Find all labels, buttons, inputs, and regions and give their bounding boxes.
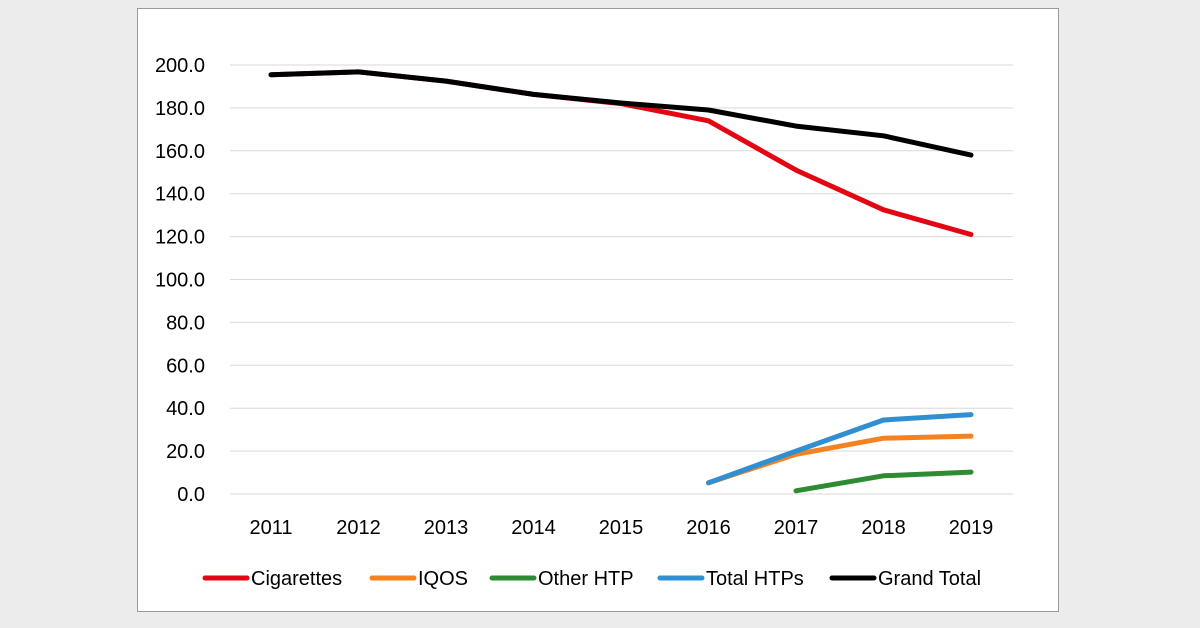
x-tick-label: 2019: [949, 517, 994, 539]
chart-area: [137, 8, 1059, 612]
gridlines: [230, 64, 1013, 495]
legend-label-grand-total: Grand Total: [878, 568, 981, 590]
legend-label-total-htps: Total HTPs: [706, 568, 804, 590]
y-tick-label: 0.0: [177, 484, 205, 506]
y-tick-label: 120.0: [155, 227, 205, 249]
y-tick-label: 200.0: [155, 55, 205, 77]
y-tick-label: 60.0: [166, 355, 205, 377]
x-axis-tick-labels: 2011 2012 2013 2014 2015 2016 2017 2018 2019: [249, 517, 993, 539]
legend-label-other-htp: Other HTP: [538, 568, 634, 590]
y-tick-label: 160.0: [155, 141, 205, 163]
x-tick-label: 2017: [774, 517, 819, 539]
x-tick-label: 2014: [511, 517, 556, 539]
legend-label-cigarettes: Cigarettes: [251, 568, 342, 590]
series-line-grand-total: [268, 69, 974, 158]
y-axis-tick-labels: 0.0 20.0 40.0 60.0 80.0 100.0 120.0 140.0 160.0 1…: [155, 55, 205, 506]
y-tick-label: 180.0: [155, 98, 205, 120]
y-tick-label: 140.0: [155, 184, 205, 206]
y-tick-label: 20.0: [166, 441, 205, 463]
x-tick-label: 2015: [599, 517, 644, 539]
legend-label-iqos: IQOS: [418, 568, 468, 590]
x-tick-label: 2013: [424, 517, 469, 539]
series-line-cigarettes: [268, 69, 974, 237]
x-tick-label: 2011: [249, 517, 292, 539]
series-line-total-htps: [706, 412, 974, 486]
y-tick-label: 100.0: [155, 270, 205, 292]
x-tick-label: 2012: [336, 517, 381, 539]
y-tick-label: 80.0: [166, 312, 205, 334]
y-tick-label: 40.0: [166, 398, 205, 420]
series-lines: [268, 69, 974, 494]
series-line-other-htp: [793, 469, 974, 494]
legend: Cigarettes IQOS Other HTP Total HTPs Grand T…: [202, 568, 981, 590]
x-tick-label: 2016: [686, 517, 731, 539]
x-tick-label: 2018: [861, 517, 906, 539]
